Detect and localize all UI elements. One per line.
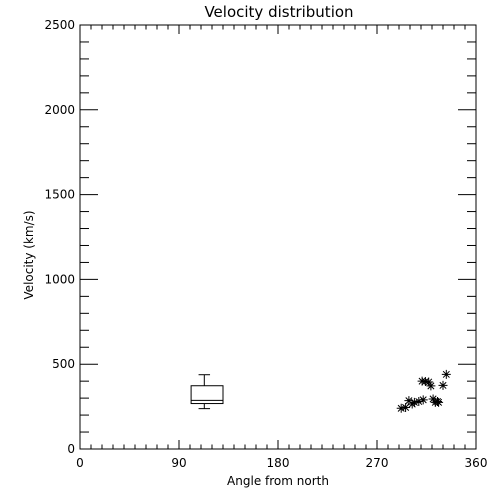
asterisk-marker [438,380,448,390]
asterisk-marker [426,381,436,391]
x-tick-label: 180 [267,456,290,470]
x-axis-title: Angle from north [227,474,329,488]
y-tick-label: 500 [52,357,75,371]
asterisk-marker [420,376,430,386]
boxplot-box [190,385,224,405]
data-point [441,369,451,379]
asterisk-marker [428,394,438,404]
data-point [409,397,419,407]
data-point [438,380,448,390]
y-tick-label: 0 [67,442,75,456]
asterisk-marker [401,402,411,412]
scatter-points-layer [396,369,451,413]
data-point [401,402,411,412]
asterisk-marker [414,397,424,407]
data-point [420,376,430,386]
x-tick-label: 90 [171,456,186,470]
data-point [404,396,414,406]
data-point [418,395,428,405]
data-point [428,394,438,404]
data-point [424,377,434,387]
data-point [426,381,436,391]
y-axis-title: Velocity (km/s) [22,210,36,299]
asterisk-marker [404,396,414,406]
axes-layer: 0 90 180 270 360 0 500 1000 1500 2000 2500 [44,18,487,470]
asterisk-marker [418,395,428,405]
y-tick-label: 2000 [44,103,75,117]
asterisk-marker [434,397,444,407]
x-tick-label: 270 [366,456,389,470]
data-point [396,403,406,413]
x-tick-label: 0 [76,456,84,470]
data-point [414,397,424,407]
asterisk-marker [409,397,419,407]
y-tick-label: 1000 [44,272,75,286]
asterisk-marker [424,377,434,387]
y-tick-label: 1500 [44,188,75,202]
asterisk-marker [396,403,406,413]
boxplot-layer [190,374,224,410]
x-tick-label: 360 [465,456,488,470]
asterisk-marker [441,369,451,379]
y-tick-label: 2500 [44,18,75,32]
data-point [434,397,444,407]
chart-title: Velocity distribution [204,3,353,21]
